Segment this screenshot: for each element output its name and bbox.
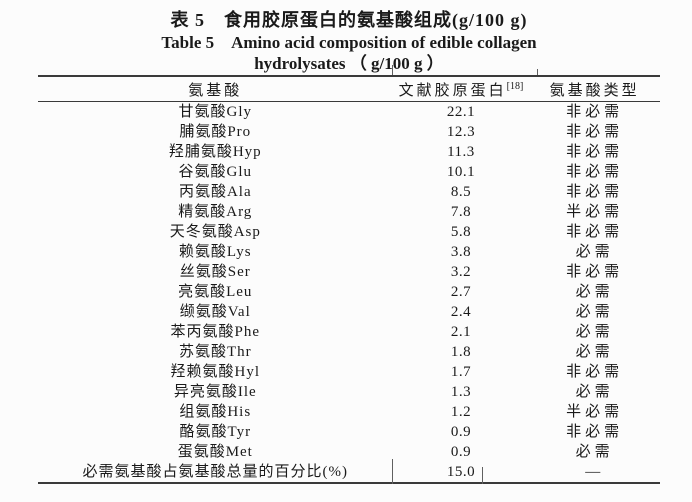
amino-acid-name-cell: 蛋氨酸Met xyxy=(177,444,253,460)
column-header-amino-acid: 氨基酸 xyxy=(38,76,393,102)
amino-acid-type-cell: 非必需 xyxy=(566,124,624,140)
literature-value-cell: 22.1 xyxy=(446,104,476,120)
amino-acid-table-body: 甘氨酸Gly 22.1 非必需 脯氨酸Pro 12.3 非必需 羟脯氨酸Hyp 11.3 非必需… xyxy=(38,102,660,484)
table-row: 赖氨酸Lys 3.8 必需 xyxy=(38,242,660,262)
amino-acid-type-cell: 非必需 xyxy=(566,424,624,440)
literature-value-cell: 11.3 xyxy=(447,144,475,160)
amino-acid-type-cell: 非必需 xyxy=(566,164,624,180)
amino-acid-name-cell: 丙氨酸Ala xyxy=(178,184,252,200)
amino-acid-type-cell: 非必需 xyxy=(566,224,624,240)
literature-value-cell: 12.3 xyxy=(446,124,476,140)
amino-acid-name-cell: 亮氨酸Leu xyxy=(178,284,253,300)
amino-acid-type-cell: 非必需 xyxy=(566,264,624,280)
amino-acid-name-cell: 赖氨酸Lys xyxy=(178,244,252,260)
column-header-literature-collagen: 文献胶原蛋白[18] xyxy=(392,76,530,102)
column-header-literature-collagen-label: 文献胶原蛋白 xyxy=(398,82,507,99)
table-row: 必需氨基酸占氨基酸总量的百分比(%) 15.0 — xyxy=(38,462,660,483)
amino-acid-type-cell: 必需 xyxy=(575,324,614,340)
amino-acid-type-cell: 必需 xyxy=(575,304,614,320)
table-caption-en-line2: hydrolysates （ g/100 g ） xyxy=(254,54,444,73)
amino-acid-type-cell: 必需 xyxy=(575,384,614,400)
amino-acid-type-cell: 半必需 xyxy=(566,204,624,220)
amino-acid-name-cell: 天冬氨酸Asp xyxy=(169,224,261,240)
column-divider-tick xyxy=(482,467,483,484)
literature-value-cell: 2.7 xyxy=(450,284,472,300)
literature-value-cell: 1.7 xyxy=(450,364,472,380)
amino-acid-name-cell: 脯氨酸Pro xyxy=(179,124,252,140)
literature-value-cell: 1.2 xyxy=(450,404,472,420)
amino-acid-name-cell: 缬氨酸Val xyxy=(179,304,251,320)
amino-acid-type-cell: 必需 xyxy=(575,344,614,360)
table-row: 甘氨酸Gly 22.1 非必需 xyxy=(38,102,660,123)
table-row: 缬氨酸Val 2.4 必需 xyxy=(38,302,660,322)
column-header-amino-acid-type: 氨基酸类型 xyxy=(529,76,660,102)
amino-acid-type-cell: 必需 xyxy=(575,444,614,460)
amino-acid-type-cell: 半必需 xyxy=(566,404,624,420)
amino-acid-name-cell: 组氨酸His xyxy=(179,404,252,420)
table-row: 脯氨酸Pro 12.3 非必需 xyxy=(38,122,660,142)
literature-value-cell: 15.0 xyxy=(446,464,476,480)
column-divider-tick xyxy=(392,459,393,484)
table-caption-en-line1: Table 5 Amino acid composition of edible… xyxy=(161,33,537,52)
literature-value-cell: 1.8 xyxy=(450,344,472,360)
amino-acid-name-cell: 精氨酸Arg xyxy=(178,204,253,220)
table-header-row: 氨基酸 文献胶原蛋白[18] 氨基酸类型 xyxy=(38,76,660,102)
table-row: 天冬氨酸Asp 5.8 非必需 xyxy=(38,222,660,242)
literature-value-cell: 0.9 xyxy=(450,424,472,440)
literature-value-cell: 2.4 xyxy=(450,304,472,320)
amino-acid-type-cell: 非必需 xyxy=(566,184,624,200)
amino-acid-name-cell: 羟脯氨酸Hyp xyxy=(168,144,262,160)
table-row: 丝氨酸Ser 3.2 非必需 xyxy=(38,262,660,282)
amino-acid-name-cell: 苯丙氨酸Phe xyxy=(170,324,261,340)
literature-value-cell: 1.3 xyxy=(450,384,472,400)
amino-acid-name-cell: 苏氨酸Thr xyxy=(178,344,252,360)
table-row: 谷氨酸Glu 10.1 非必需 xyxy=(38,162,660,182)
table-caption-zh: 表 5 食用胶原蛋白的氨基酸组成(g/100 g) xyxy=(170,10,528,30)
amino-acid-type-cell: 必需 xyxy=(575,284,614,300)
reference-superscript: [18] xyxy=(506,80,524,92)
literature-value-cell: 2.1 xyxy=(450,324,472,340)
table-row: 苏氨酸Thr 1.8 必需 xyxy=(38,342,660,362)
table-row: 组氨酸His 1.2 半必需 xyxy=(38,402,660,422)
amino-acid-name-cell: 酪氨酸Tyr xyxy=(179,424,252,440)
amino-acid-name-cell: 丝氨酸Ser xyxy=(179,264,251,280)
amino-acid-name-cell: 甘氨酸Gly xyxy=(178,104,253,120)
literature-value-cell: 8.5 xyxy=(450,184,472,200)
literature-value-cell: 0.9 xyxy=(450,444,472,460)
literature-value-cell: 3.8 xyxy=(450,244,472,260)
table-caption-en: Table 5 Amino acid composition of edible… xyxy=(38,32,660,74)
amino-acid-type-cell: 必需 xyxy=(575,244,614,260)
table-row: 丙氨酸Ala 8.5 非必需 xyxy=(38,182,660,202)
literature-value-cell: 5.8 xyxy=(450,224,472,240)
literature-value-cell: 3.2 xyxy=(450,264,472,280)
amino-acid-type-cell: 非必需 xyxy=(566,364,624,380)
amino-acid-name-cell: 谷氨酸Glu xyxy=(178,164,253,180)
column-header-amino-acid-label: 氨基酸 xyxy=(188,82,243,99)
amino-acid-type-cell: 非必需 xyxy=(566,144,624,160)
table-row: 酪氨酸Tyr 0.9 非必需 xyxy=(38,422,660,442)
column-divider-tick xyxy=(537,69,538,75)
amino-acid-name-cell: 异亮氨酸Ile xyxy=(173,384,257,400)
literature-value-cell: 10.1 xyxy=(446,164,476,180)
table-row: 精氨酸Arg 7.8 半必需 xyxy=(38,202,660,222)
literature-value-cell: 7.8 xyxy=(450,204,472,220)
amino-acid-name-cell: 必需氨基酸占氨基酸总量的百分比(%) xyxy=(82,464,349,480)
table-row: 异亮氨酸Ile 1.3 必需 xyxy=(38,382,660,402)
amino-acid-name-cell: 羟赖氨酸Hyl xyxy=(170,364,261,380)
column-divider-tick xyxy=(392,65,393,75)
column-header-amino-acid-type-label: 氨基酸类型 xyxy=(549,82,640,99)
table-row: 苯丙氨酸Phe 2.1 必需 xyxy=(38,322,660,342)
table-row: 羟脯氨酸Hyp 11.3 非必需 xyxy=(38,142,660,162)
table-row: 羟赖氨酸Hyl 1.7 非必需 xyxy=(38,362,660,382)
amino-acid-table: 氨基酸 文献胶原蛋白[18] 氨基酸类型 甘氨酸Gly 22.1 非必需 脯氨酸Pro… xyxy=(38,75,660,484)
amino-acid-type-cell: — xyxy=(585,464,605,480)
table-row: 亮氨酸Leu 2.7 必需 xyxy=(38,282,660,302)
table-row: 蛋氨酸Met 0.9 必需 xyxy=(38,442,660,462)
amino-acid-type-cell: 非必需 xyxy=(566,104,624,120)
